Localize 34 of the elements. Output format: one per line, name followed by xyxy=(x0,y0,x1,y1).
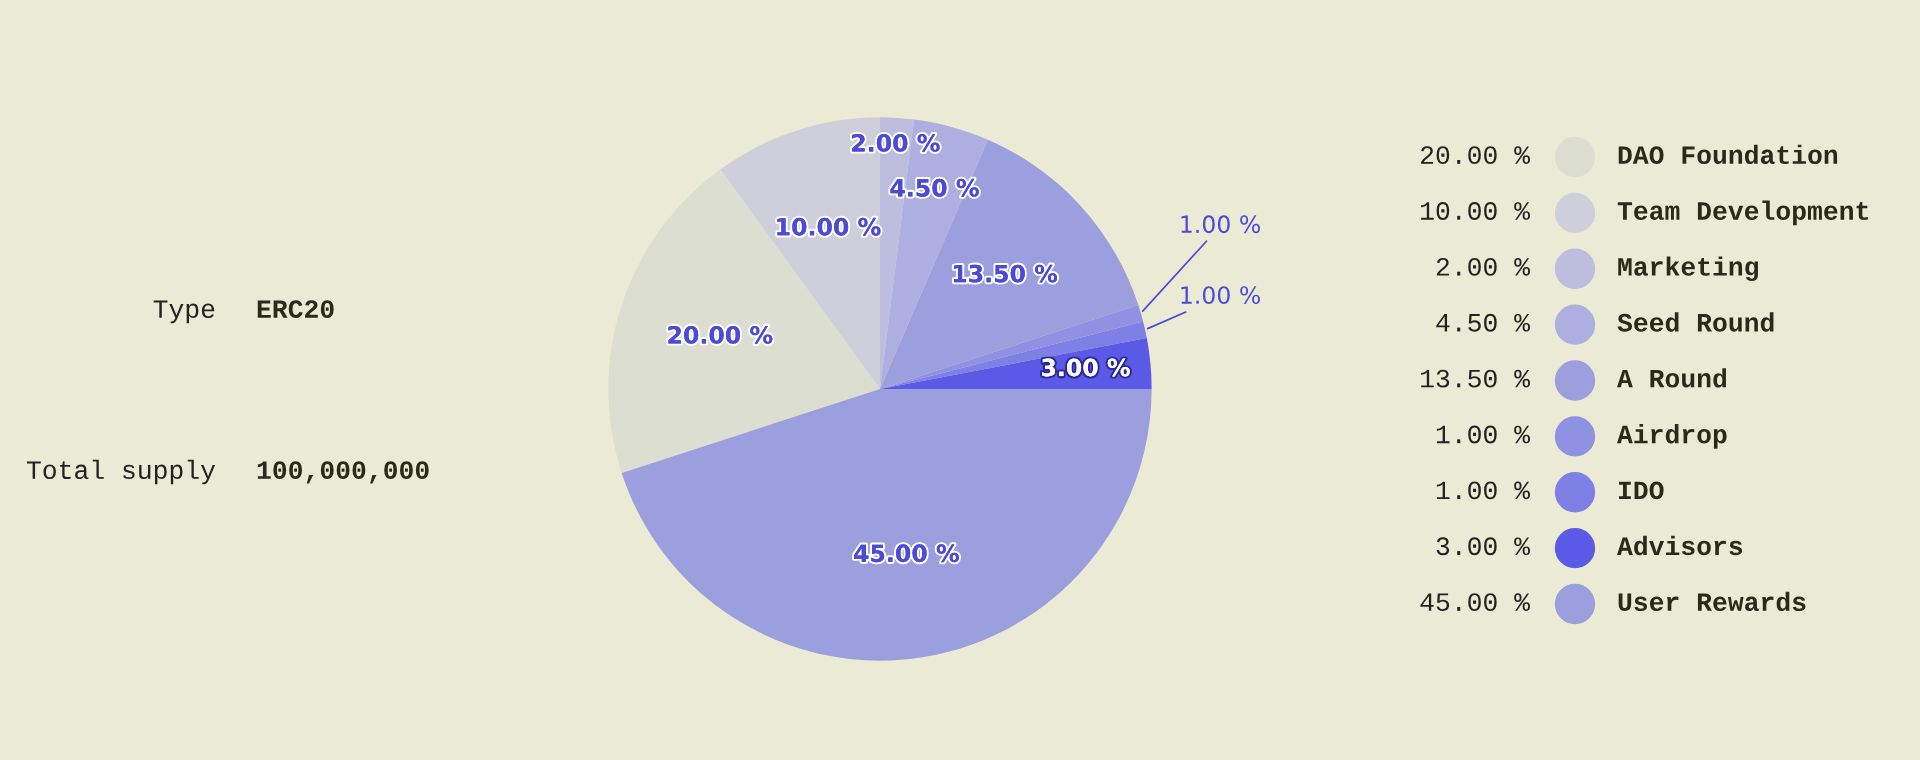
text: 4.50 % xyxy=(1436,313,1530,332)
legend-label: A Round xyxy=(1617,368,1727,388)
legend-label: Team Development xyxy=(1617,200,1868,226)
text: Type xyxy=(153,300,215,324)
text: 3.00 % xyxy=(1436,537,1530,556)
pie-slice xyxy=(880,321,1147,389)
data-label: 2.00 % xyxy=(852,134,940,152)
text: 13.50 % xyxy=(1421,369,1530,388)
data-label: 1.00 % xyxy=(1181,286,1260,304)
text: 20.00 % xyxy=(1420,146,1530,165)
legend-label: DAO Foundation xyxy=(1618,144,1838,165)
data-label: 3.00 % xyxy=(1042,358,1130,377)
text: ERC20 xyxy=(257,300,334,319)
text: 2.00 % xyxy=(1436,257,1530,276)
legend-label: User Rewards xyxy=(1618,591,1806,612)
legend-label: Airdrop xyxy=(1617,424,1727,449)
text: 45.00 % xyxy=(1420,593,1530,612)
pie-slice xyxy=(608,169,880,473)
text: 100,000,000 xyxy=(257,461,429,484)
text: 10.00 % xyxy=(1421,202,1530,220)
legend-label: Marketing xyxy=(1618,256,1759,282)
data-label: 20.00 % xyxy=(668,325,773,344)
legend-label: Advisors xyxy=(1617,535,1743,556)
data-label: 13.50 % xyxy=(953,264,1058,283)
data-label: 45.00 % xyxy=(854,544,959,563)
text: 1.00 % xyxy=(1436,425,1530,444)
data-label: 4.50 % xyxy=(890,178,979,197)
legend-label: Seed Round xyxy=(1617,312,1774,332)
text: 1.00 % xyxy=(1436,481,1530,500)
text: Total supply xyxy=(26,459,216,485)
pie-slice xyxy=(880,305,1144,389)
data-label: 10.00 % xyxy=(777,217,881,236)
data-label: 1.00 % xyxy=(1181,215,1260,234)
legend-label: IDO xyxy=(1619,481,1664,500)
